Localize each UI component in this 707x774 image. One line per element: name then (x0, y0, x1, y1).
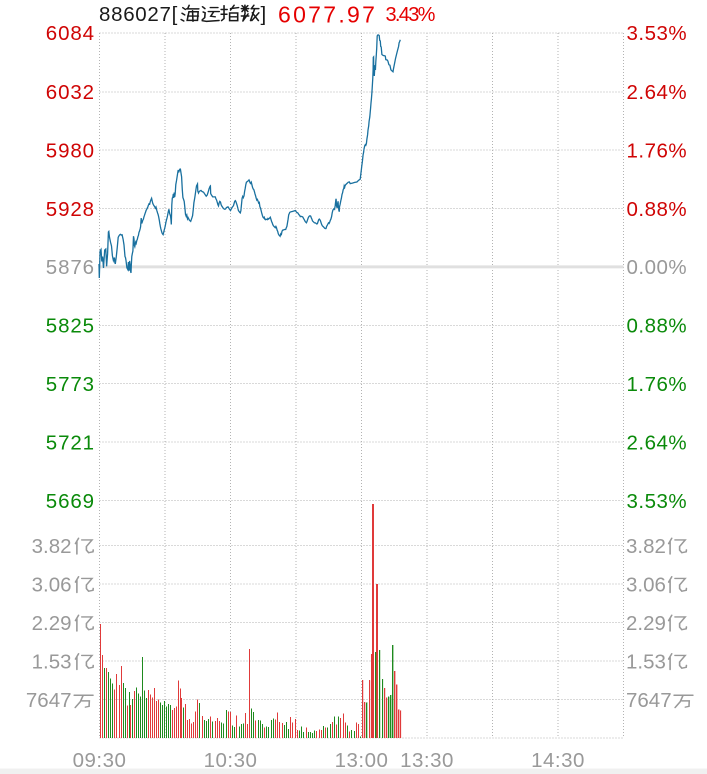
svg-text:0.88%: 0.88% (627, 315, 688, 338)
svg-text:0.00%: 0.00% (627, 256, 688, 279)
svg-text:3.53%: 3.53% (627, 22, 688, 45)
svg-text:5721: 5721 (46, 431, 95, 454)
svg-text:1.76%: 1.76% (627, 140, 688, 163)
svg-text:3.43%: 3.43% (386, 4, 436, 26)
svg-text:5825: 5825 (46, 315, 95, 338)
svg-text:7647: 7647 (626, 689, 672, 712)
svg-text:7647: 7647 (26, 689, 72, 712)
svg-text:5669: 5669 (46, 490, 95, 513)
svg-text:5980: 5980 (46, 140, 95, 163)
svg-text:5773: 5773 (46, 373, 95, 396)
svg-text:6077.97: 6077.97 (278, 2, 377, 28)
svg-text:0.88%: 0.88% (627, 198, 688, 221)
svg-text:6032: 6032 (46, 81, 95, 104)
svg-text:]: ] (261, 3, 267, 26)
svg-text:13:30: 13:30 (400, 749, 454, 772)
svg-text:2.64%: 2.64% (627, 81, 688, 104)
svg-text:2.29: 2.29 (626, 612, 666, 635)
svg-text:1.53: 1.53 (626, 650, 666, 673)
svg-text:1.53: 1.53 (32, 650, 72, 673)
svg-text:2.64%: 2.64% (627, 431, 688, 454)
svg-text:5876: 5876 (46, 256, 95, 279)
svg-text:2.29: 2.29 (32, 612, 72, 635)
svg-text:14:30: 14:30 (531, 749, 585, 772)
svg-text:3.06: 3.06 (626, 573, 666, 596)
svg-text:13:00: 13:00 (335, 749, 389, 772)
svg-text:6084: 6084 (46, 22, 95, 45)
svg-text:3.82: 3.82 (32, 535, 72, 558)
svg-text:10:30: 10:30 (204, 749, 258, 772)
svg-text:1.76%: 1.76% (627, 373, 688, 396)
svg-text:886027[: 886027[ (99, 3, 178, 26)
svg-text:5928: 5928 (46, 198, 95, 221)
svg-text:3.06: 3.06 (32, 573, 72, 596)
svg-text:09:30: 09:30 (73, 749, 127, 772)
svg-text:3.82: 3.82 (626, 535, 666, 558)
svg-text:3.53%: 3.53% (627, 490, 688, 513)
